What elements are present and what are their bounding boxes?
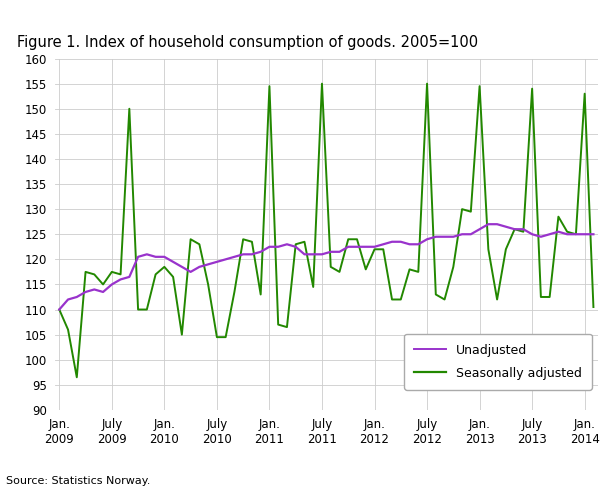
- Unadjusted: [56, 306, 63, 312]
- Seasonally adjusted: [56, 306, 63, 312]
- Text: Source: Statistics Norway.: Source: Statistics Norway.: [6, 476, 151, 486]
- Line: Unadjusted: Unadjusted: [59, 83, 594, 377]
- Seasonally adjusted: [379, 242, 387, 247]
- Seasonally adjusted: [99, 289, 107, 295]
- Unadjusted: [170, 274, 177, 280]
- Seasonally adjusted: [196, 264, 203, 270]
- Seasonally adjusted: [590, 231, 597, 237]
- Unadjusted: [108, 269, 115, 275]
- Line: Seasonally adjusted: Seasonally adjusted: [59, 224, 594, 309]
- Seasonally adjusted: [485, 221, 492, 227]
- Unadjusted: [537, 294, 545, 300]
- Unadjusted: [73, 374, 81, 380]
- Seasonally adjusted: [318, 251, 326, 257]
- Legend: Unadjusted, Seasonally adjusted: Unadjusted, Seasonally adjusted: [404, 334, 592, 389]
- Unadjusted: [204, 282, 212, 287]
- Unadjusted: [397, 297, 404, 303]
- Text: Figure 1. Index of household consumption of goods. 2005=100: Figure 1. Index of household consumption…: [17, 36, 478, 50]
- Seasonally adjusted: [528, 231, 536, 237]
- Unadjusted: [590, 304, 597, 310]
- Unadjusted: [318, 81, 326, 86]
- Unadjusted: [336, 269, 343, 275]
- Seasonally adjusted: [160, 254, 168, 260]
